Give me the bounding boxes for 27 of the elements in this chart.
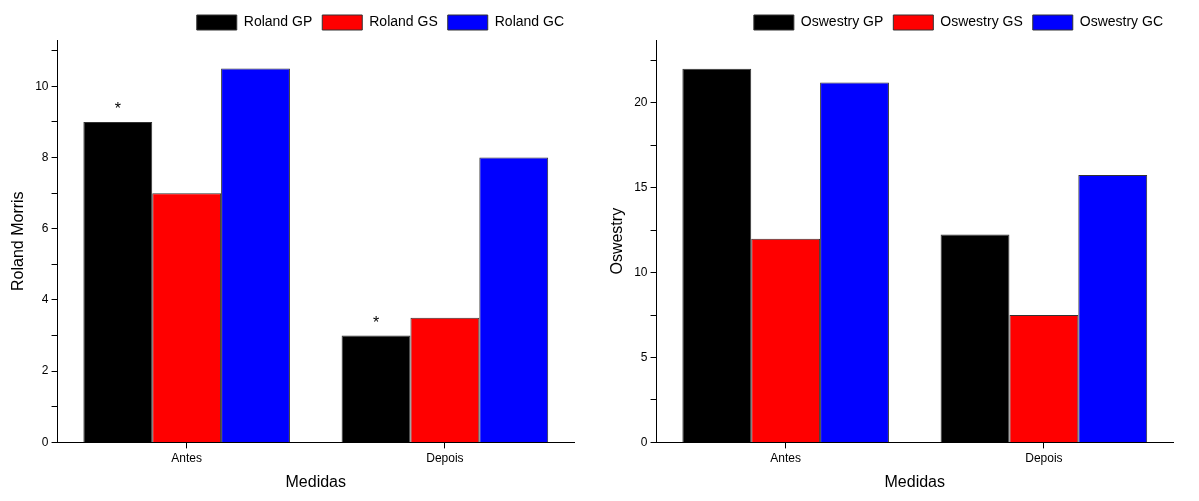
y-tick-label: 4 [41,292,49,307]
x-tick-label: Depois [1025,450,1063,465]
annotation: * [372,313,380,331]
legend-label: Oswestry GS [940,13,1023,30]
annotation: * [114,100,121,118]
y-tick-label: 15 [634,180,648,195]
y-tick-label: 10 [634,264,648,279]
x-axis-title: Medidas [884,472,946,490]
legend-label: Roland GS [369,13,438,30]
y-tick-label: 20 [634,95,648,110]
y-tick-label: 6 [41,221,49,236]
y-axis-title: Oswestry [608,207,626,275]
y-tick-label: 10 [35,78,49,93]
y-tick-label: 2 [41,363,49,378]
y-tick-label: 0 [41,434,49,449]
y-tick-label: 8 [41,149,49,164]
legend-label: Roland GC [494,13,565,30]
y-axis-title: Roland Morris [9,191,27,291]
legend-label: Roland GP [243,13,313,30]
x-tick-label: Depois [426,450,464,465]
y-tick-label: 5 [640,349,648,364]
legend-label: Oswestry GP [800,13,884,30]
legend-label: Oswestry GC [1079,13,1164,30]
x-tick-label: Antes [770,450,801,465]
x-axis-title: Medidas [285,472,347,490]
x-tick-label: Antes [171,450,202,465]
y-tick-label: 0 [640,434,648,449]
